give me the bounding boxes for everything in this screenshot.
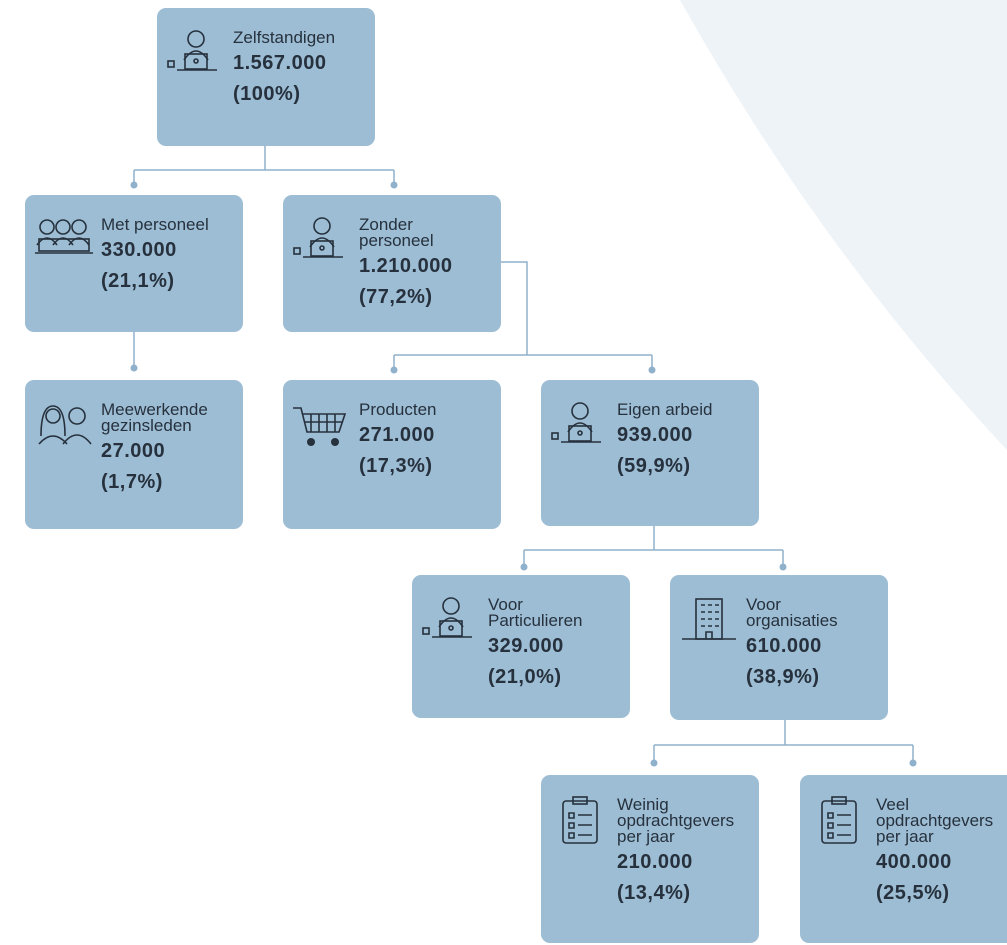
node-percent: (38,9%) [746, 666, 820, 688]
icon-graphic [551, 402, 601, 443]
node-box: Meewerkende gezinsleden 27.000 (1,7%) [25, 380, 243, 529]
icon [165, 28, 227, 80]
icon [549, 795, 611, 847]
connector-dots [130, 181, 917, 767]
node-text: Eigen arbeid 939.000 (59,9%) [617, 400, 767, 478]
icon-graphic [422, 597, 472, 638]
node-box: Zelfstandigen 1.567.000 (100%) [157, 8, 375, 146]
node-box: Producten 271.000 (17,3%) [283, 380, 501, 529]
node-value: 1.567.000 [233, 52, 327, 74]
node-percent: (59,9%) [617, 455, 691, 477]
icon-graphic [682, 598, 736, 640]
icon-graphic [38, 405, 92, 445]
node-percent: (21,0%) [488, 666, 562, 688]
node-label: Voor organisaties [746, 595, 838, 630]
connectors [133, 146, 914, 763]
node-percent: (21,1%) [101, 270, 175, 292]
node-percent: (13,4%) [617, 882, 691, 904]
node-box: Eigen arbeid 939.000 (59,9%) [541, 380, 759, 526]
node-label: Weinig opdrachtgevers per jaar [617, 795, 735, 846]
node-percent: (1,7%) [101, 471, 163, 493]
node-value: 271.000 [359, 424, 435, 446]
node-value: 939.000 [617, 424, 693, 446]
node-value: 610.000 [746, 635, 822, 657]
node-box: Voor Particulieren 329.000 (21,0%) [412, 575, 630, 718]
node-text: Zonder personeel 1.210.000 (77,2%) [359, 215, 509, 309]
node-text: Met personeel 330.000 (21,1%) [101, 215, 251, 293]
icon-graphic [562, 796, 598, 844]
icon [291, 400, 353, 452]
node-box: Weinig opdrachtgevers per jaar 210.000 (13… [541, 775, 759, 943]
node-percent: (77,2%) [359, 286, 433, 308]
node-text: Voor organisaties 610.000 (38,9%) [746, 595, 896, 689]
node-value: 329.000 [488, 635, 564, 657]
icon-graphic [293, 217, 343, 258]
node-box: Voor organisaties 610.000 (38,9%) [670, 575, 888, 720]
node-box: Met personeel 330.000 (21,1%) [25, 195, 243, 332]
node-text: Weinig opdrachtgevers per jaar 210.000 (13… [617, 795, 767, 905]
background-arc [680, 0, 1007, 450]
node-label: Eigen arbeid [617, 400, 713, 419]
icon-graphic [167, 30, 217, 71]
icon [291, 215, 353, 267]
node-label: Meewerkende gezinsleden [101, 400, 208, 435]
node-label: Veel opdrachtgevers per jaar [876, 795, 994, 846]
node-text: Voor Particulieren 329.000 (21,0%) [488, 595, 638, 689]
node-percent: (17,3%) [359, 455, 433, 477]
icon [33, 400, 95, 452]
node-percent: (100%) [233, 83, 301, 105]
node-label: Met personeel [101, 215, 209, 234]
node-box: Zonder personeel 1.210.000 (77,2%) [283, 195, 501, 332]
node-label: Producten [359, 400, 437, 419]
node-percent: (25,5%) [876, 882, 950, 904]
icon [420, 595, 482, 647]
icon [808, 795, 870, 847]
node-label: Voor Particulieren [488, 595, 583, 630]
node-value: 1.210.000 [359, 255, 453, 277]
node-label: Zonder personeel [359, 215, 434, 250]
node-box: Veel opdrachtgevers per jaar 400.000 (25,5… [800, 775, 1007, 943]
icon [549, 400, 611, 452]
node-text: Veel opdrachtgevers per jaar 400.000 (25,5… [876, 795, 1007, 905]
node-label: Zelfstandigen [233, 28, 336, 47]
node-value: 27.000 [101, 440, 166, 462]
node-text: Zelfstandigen 1.567.000 (100%) [233, 28, 383, 106]
node-value: 400.000 [876, 851, 952, 873]
icon [33, 215, 95, 267]
icon [678, 595, 740, 647]
icon-graphic [35, 219, 93, 254]
node-value: 330.000 [101, 239, 177, 261]
node-value: 210.000 [617, 851, 693, 873]
icon-graphic [293, 407, 347, 446]
node-text: Producten 271.000 (17,3%) [359, 400, 509, 478]
node-text: Meewerkende gezinsleden 27.000 (1,7%) [101, 400, 251, 494]
icon-graphic [821, 796, 857, 844]
